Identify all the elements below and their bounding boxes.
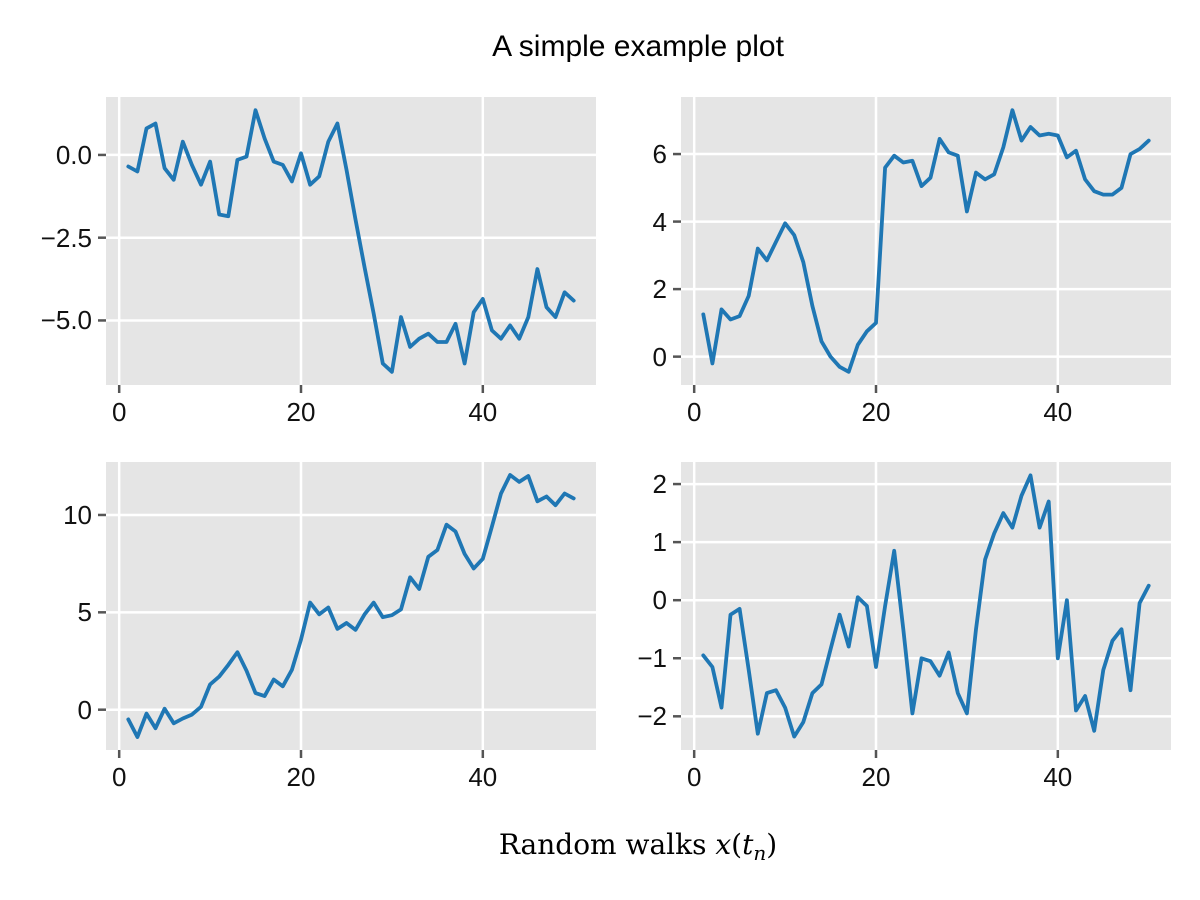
xlabel-subscript: n bbox=[753, 841, 767, 865]
y-tick-label: 2 bbox=[652, 274, 667, 305]
xlabel-var-x: x bbox=[715, 828, 732, 861]
xlabel-paren-close: ) bbox=[766, 828, 778, 861]
x-tick-label: 0 bbox=[111, 397, 127, 427]
panel-background bbox=[106, 97, 596, 385]
y-tick-label: −5.0 bbox=[40, 305, 92, 336]
y-tick-label: 5 bbox=[77, 597, 92, 628]
subplot-top-right: 0 2 4 6 0 20 40 bbox=[653, 97, 1171, 427]
series-line-top-left bbox=[126, 108, 576, 374]
xlabel-paren-open: ( bbox=[731, 828, 743, 861]
y-tick-label: −2.5 bbox=[40, 222, 92, 253]
series-line-top-right bbox=[701, 108, 1151, 374]
xlabel-var-t: t bbox=[742, 828, 754, 861]
subplot-bottom-left: 0 5 10 0 20 40 bbox=[63, 462, 596, 792]
y-tick-label: 0.0 bbox=[55, 139, 92, 170]
y-tick-label: 0 bbox=[652, 341, 667, 372]
panel-background bbox=[681, 97, 1171, 385]
y-tick-label: −2 bbox=[637, 701, 667, 732]
xlabel-prefix: Random walks bbox=[498, 828, 716, 861]
x-tick-label: 20 bbox=[861, 762, 891, 792]
y-tick-label: −1 bbox=[637, 643, 667, 674]
x-tick-label: 40 bbox=[468, 397, 498, 427]
series-line-bottom-right bbox=[701, 473, 1151, 739]
plot-area-bottom-right bbox=[673, 462, 1171, 758]
y-tick-label: 4 bbox=[652, 206, 667, 237]
y-tick-label: 6 bbox=[652, 139, 667, 170]
plot-area-top-right bbox=[673, 97, 1171, 393]
x-tick-label: 0 bbox=[686, 397, 702, 427]
x-tick-label: 0 bbox=[111, 762, 127, 792]
y-tick-label: 0 bbox=[652, 585, 667, 616]
subplot-bottom-right: −2 −1 0 1 2 0 20 40 bbox=[637, 462, 1171, 792]
x-tick-label: 0 bbox=[686, 762, 702, 792]
y-tick-label: 1 bbox=[652, 527, 667, 558]
subplot-top-left: 0.0 −2.5 −5.0 0 20 40 bbox=[41, 97, 596, 427]
figure-xlabel: Random walks x(tn) bbox=[76, 828, 1200, 865]
plot-area-bottom-left bbox=[98, 462, 596, 758]
x-tick-label: 20 bbox=[286, 762, 316, 792]
y-tick-label: 0 bbox=[77, 694, 92, 725]
figure-title: A simple example plot bbox=[492, 30, 784, 63]
panel-background bbox=[681, 462, 1171, 750]
plot-area-top-left bbox=[98, 97, 596, 393]
y-tick-label: 10 bbox=[63, 499, 92, 530]
series-line-bottom-left bbox=[126, 473, 576, 739]
x-tick-label: 20 bbox=[861, 397, 891, 427]
x-tick-label: 40 bbox=[468, 762, 498, 792]
x-tick-label: 40 bbox=[1043, 397, 1073, 427]
x-tick-label: 20 bbox=[286, 397, 316, 427]
panel-background bbox=[106, 462, 596, 750]
x-tick-label: 40 bbox=[1043, 762, 1073, 792]
y-tick-label: 2 bbox=[652, 469, 667, 500]
